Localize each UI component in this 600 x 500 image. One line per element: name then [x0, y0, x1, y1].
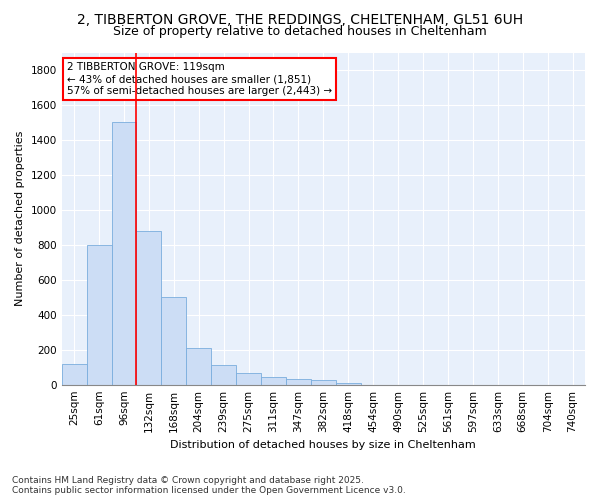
- Bar: [62, 364, 86, 384]
- Bar: [112, 122, 136, 384]
- Text: 2 TIBBERTON GROVE: 119sqm
← 43% of detached houses are smaller (1,851)
57% of se: 2 TIBBERTON GROVE: 119sqm ← 43% of detac…: [67, 62, 332, 96]
- Text: Contains HM Land Registry data © Crown copyright and database right 2025.
Contai: Contains HM Land Registry data © Crown c…: [12, 476, 406, 495]
- Bar: [261, 377, 286, 384]
- Bar: [311, 380, 336, 384]
- Bar: [286, 379, 311, 384]
- Y-axis label: Number of detached properties: Number of detached properties: [15, 131, 25, 306]
- Bar: [336, 383, 361, 384]
- Bar: [236, 374, 261, 384]
- Bar: [86, 245, 112, 384]
- Bar: [161, 298, 186, 384]
- Bar: [186, 348, 211, 385]
- Bar: [136, 231, 161, 384]
- Bar: [211, 366, 236, 384]
- X-axis label: Distribution of detached houses by size in Cheltenham: Distribution of detached houses by size …: [170, 440, 476, 450]
- Text: 2, TIBBERTON GROVE, THE REDDINGS, CHELTENHAM, GL51 6UH: 2, TIBBERTON GROVE, THE REDDINGS, CHELTE…: [77, 12, 523, 26]
- Text: Size of property relative to detached houses in Cheltenham: Size of property relative to detached ho…: [113, 25, 487, 38]
